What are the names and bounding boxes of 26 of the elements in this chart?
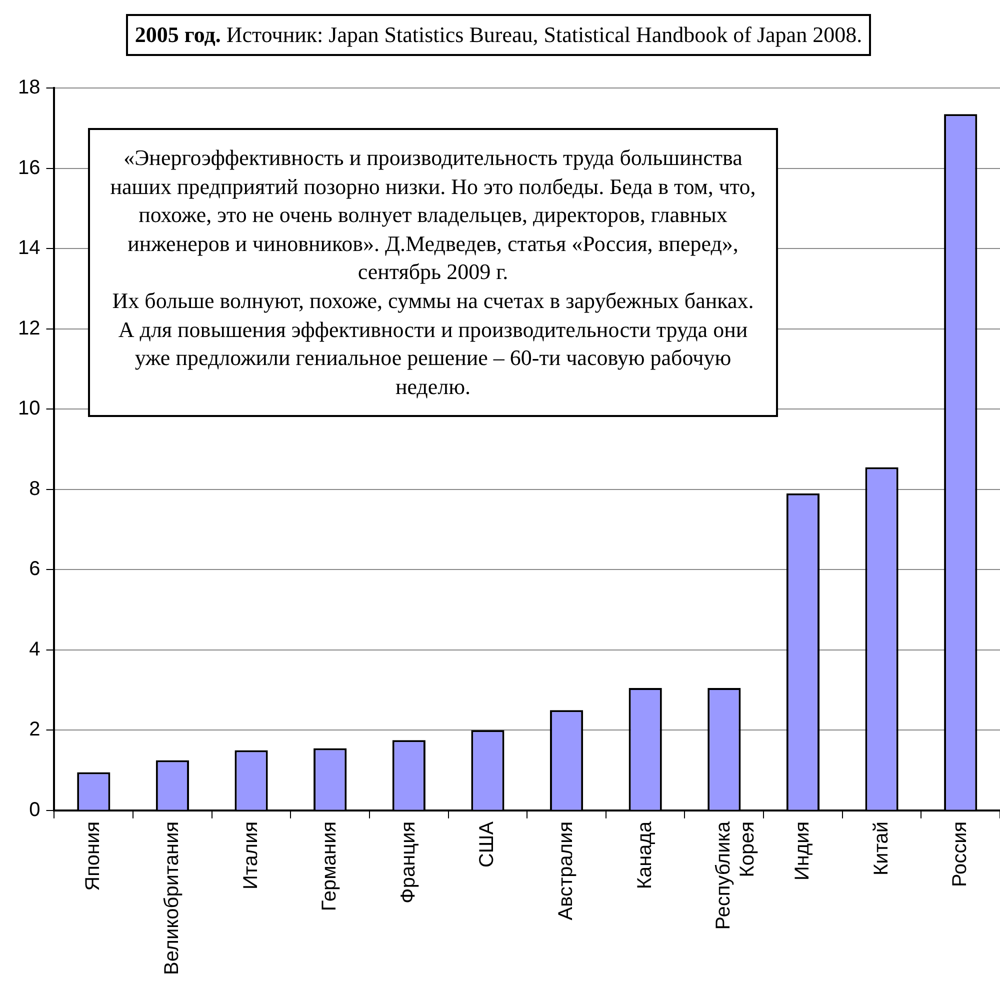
x-tick-label: Россия xyxy=(949,821,972,887)
x-tick-label: Канада xyxy=(634,820,656,890)
chart-subtitle: Источник: Japan Statistics Bureau, Statistical Handbook of Japan 2008. xyxy=(226,22,862,47)
x-tick-label: Великобритания xyxy=(160,821,183,975)
y-tick-label: 6 xyxy=(29,558,40,580)
y-tick-label: 10 xyxy=(18,398,40,420)
y-tick-label: 2 xyxy=(29,718,40,741)
y-tick-label: 18 xyxy=(18,76,40,99)
x-tick-label: Италия xyxy=(240,821,262,890)
y-tick-label: 4 xyxy=(29,638,40,660)
annotation: «Энергоэффективность и производительность труда большинства наших предприятий позорно низки. Но это полбеды. Беда в том, что, похоже, это не очень волнует владельцев, директоров, главных инженеров и чиновников». Д.Медведев, статья «Россия, вперед», сентябрь 2009 г. xyxy=(110,144,756,286)
x-tick-label: Китай xyxy=(870,821,892,876)
x-tick-label: Республика Корея xyxy=(712,820,759,930)
x-tick-label: Франция xyxy=(397,821,420,904)
annotation: Их больше волнуют, похоже, суммы на счетах в зарубежных банках. А для повышения эффективности и производительности труда они уже предложили гениальное решение – 60-ти часовую рабочую неделю. xyxy=(111,286,755,401)
chart-title: 2005 год. xyxy=(134,22,221,47)
y-tick-label: 8 xyxy=(29,478,40,500)
y-tick-label: 12 xyxy=(18,317,40,340)
x-tick-label: Индия xyxy=(791,821,814,880)
y-tick-label: 16 xyxy=(18,156,40,179)
y-tick-label: 0 xyxy=(29,798,40,821)
x-tick-label: США xyxy=(476,820,498,868)
x-tick-label: Япония xyxy=(82,821,104,891)
y-tick-label: 14 xyxy=(18,237,40,260)
x-tick-label: Австралия xyxy=(555,821,578,920)
x-tick-label: Германия xyxy=(318,821,341,912)
